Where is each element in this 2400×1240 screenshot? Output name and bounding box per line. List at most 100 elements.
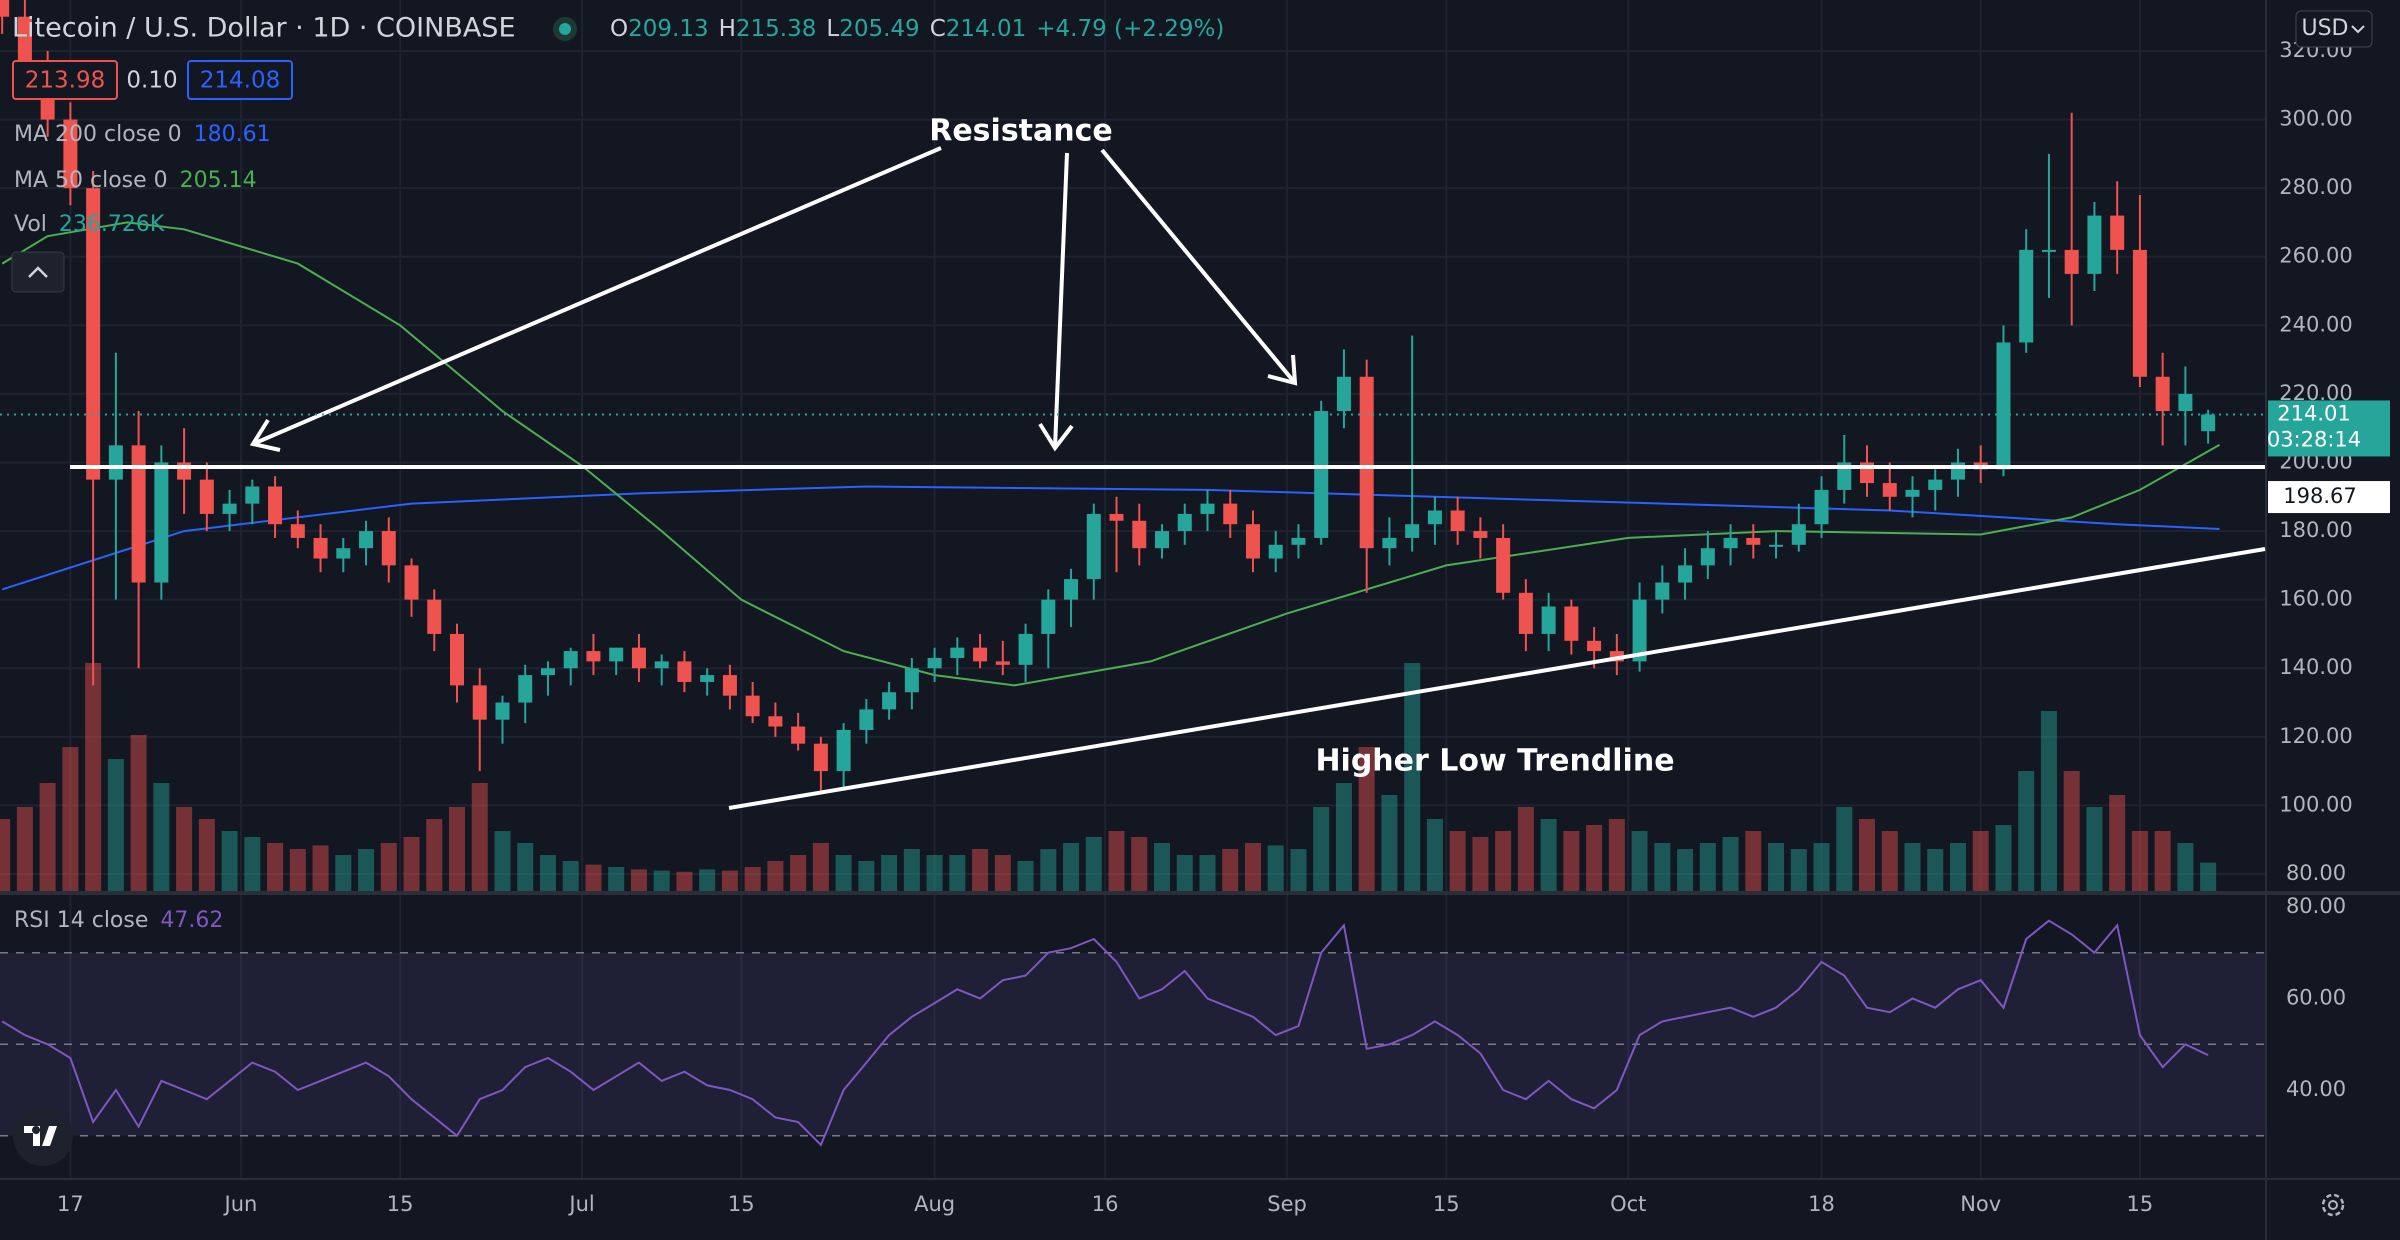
y-tick-label: 100.00 <box>2279 792 2352 816</box>
settings-icon[interactable] <box>2321 1193 2345 1217</box>
y-tick-label: 120.00 <box>2279 724 2352 748</box>
volume-bar <box>403 837 420 891</box>
volume-bar <box>176 807 193 891</box>
indicator-name: MA 50 close 0 <box>14 168 168 193</box>
candle-body <box>245 486 260 504</box>
volume-bar <box>1404 663 1421 891</box>
volume-bar <box>1335 783 1352 891</box>
arrowhead <box>249 418 281 452</box>
volume-bar <box>1995 825 2012 891</box>
volume-bar <box>2154 831 2171 891</box>
x-tick-label: 18 <box>1808 1192 1835 1216</box>
resistance-tag <box>2268 481 2390 514</box>
indicator-value: 236.726K <box>59 212 165 237</box>
x-tick-label: Sep <box>1267 1192 1307 1216</box>
change: +4.79 (+2.29%) <box>1036 16 1224 42</box>
candle-body <box>1109 513 1124 521</box>
volume-bar <box>62 747 79 891</box>
volume-bar <box>1222 849 1239 891</box>
volume-bar <box>449 807 466 891</box>
volume-bar <box>1426 819 1443 891</box>
currency-button[interactable] <box>2295 10 2373 48</box>
volume-bar <box>1608 819 1625 891</box>
candle-body <box>1291 537 1306 545</box>
arrowhead <box>1267 354 1298 386</box>
volume-bar <box>630 869 647 891</box>
volume-bar <box>85 663 102 891</box>
sell-button[interactable] <box>12 60 118 100</box>
volume-bar <box>1699 843 1716 891</box>
candle-body <box>495 702 510 720</box>
volume-bar <box>1949 843 1966 891</box>
logo <box>24 1126 57 1146</box>
volume-bar <box>494 831 511 891</box>
x-tick-label: Oct <box>1610 1192 1646 1216</box>
volume-bar <box>2040 711 2057 891</box>
volume-bar <box>2177 843 2194 891</box>
arrow <box>1053 152 1069 449</box>
indicator-legend: MA 50 close 0 205.14 <box>14 168 257 193</box>
ohlc-value: 209.13 <box>628 16 708 42</box>
collapse-button[interactable] <box>11 251 65 293</box>
volume-bar <box>1176 855 1193 891</box>
candle-body <box>1496 537 1511 593</box>
volume-bar <box>1040 849 1057 891</box>
y-tick-label: 160.00 <box>2279 587 2352 611</box>
candle-body <box>1064 579 1079 600</box>
volume-bar <box>471 783 488 891</box>
candle-body <box>222 503 237 514</box>
volume-bar <box>1859 819 1876 891</box>
y-tick-label: 140.00 <box>2279 655 2352 679</box>
volume-bar <box>1904 843 1921 891</box>
volume-bar <box>790 855 807 891</box>
currency[interactable]: USD <box>2301 16 2348 41</box>
volume-bar <box>972 849 989 891</box>
ohlc-label: C <box>930 16 946 42</box>
bid-price[interactable]: 213.98 <box>25 68 105 94</box>
volume-bar <box>653 870 670 891</box>
volume-bar <box>1540 819 1557 891</box>
x-tick-label: Nov <box>1960 1192 2001 1216</box>
volume-bar <box>539 855 556 891</box>
volume-bar <box>1085 837 1102 891</box>
moving-average <box>1 485 2220 591</box>
volume-bar <box>812 843 829 891</box>
candle-body <box>631 647 646 669</box>
volume-bar <box>1745 831 1762 891</box>
candle-body <box>1541 606 1556 634</box>
y-tick-label: 80.00 <box>2286 861 2346 885</box>
volume-bar <box>1472 837 1489 891</box>
candle-body <box>404 565 419 600</box>
candle-body <box>1518 592 1533 634</box>
volume-bar <box>107 759 124 891</box>
candle-body <box>336 548 351 559</box>
volume-bar <box>1313 807 1330 891</box>
volume-bar <box>1381 795 1398 891</box>
candle-body <box>427 599 442 634</box>
volume-bar <box>1495 831 1512 891</box>
ask-price[interactable]: 214.08 <box>200 68 280 94</box>
y-tick-label: 40.00 <box>2286 1077 2346 1101</box>
candle-body <box>1427 510 1442 525</box>
volume-bar <box>1631 831 1648 891</box>
volume-bar <box>1358 747 1375 891</box>
candle-body <box>518 675 533 703</box>
buy-button[interactable] <box>187 60 293 100</box>
volume-bar <box>39 783 56 891</box>
indicator-value: 47.62 <box>160 908 223 933</box>
x-tick-label: 15 <box>1433 1192 1460 1216</box>
candle-body <box>86 188 101 480</box>
ohlc-label: H <box>719 16 736 42</box>
y-tick-label: 60.00 <box>2286 985 2346 1009</box>
candle-body <box>1086 513 1101 580</box>
candle-body <box>836 729 851 772</box>
volume-bar <box>1813 843 1830 891</box>
candle-body <box>1177 513 1192 532</box>
volume-bar <box>289 849 306 891</box>
status-dot <box>559 23 571 35</box>
volume-bar <box>1154 843 1171 891</box>
candle-body <box>0 0 10 17</box>
volume-bar <box>744 867 761 891</box>
candle-body <box>1336 376 1351 412</box>
